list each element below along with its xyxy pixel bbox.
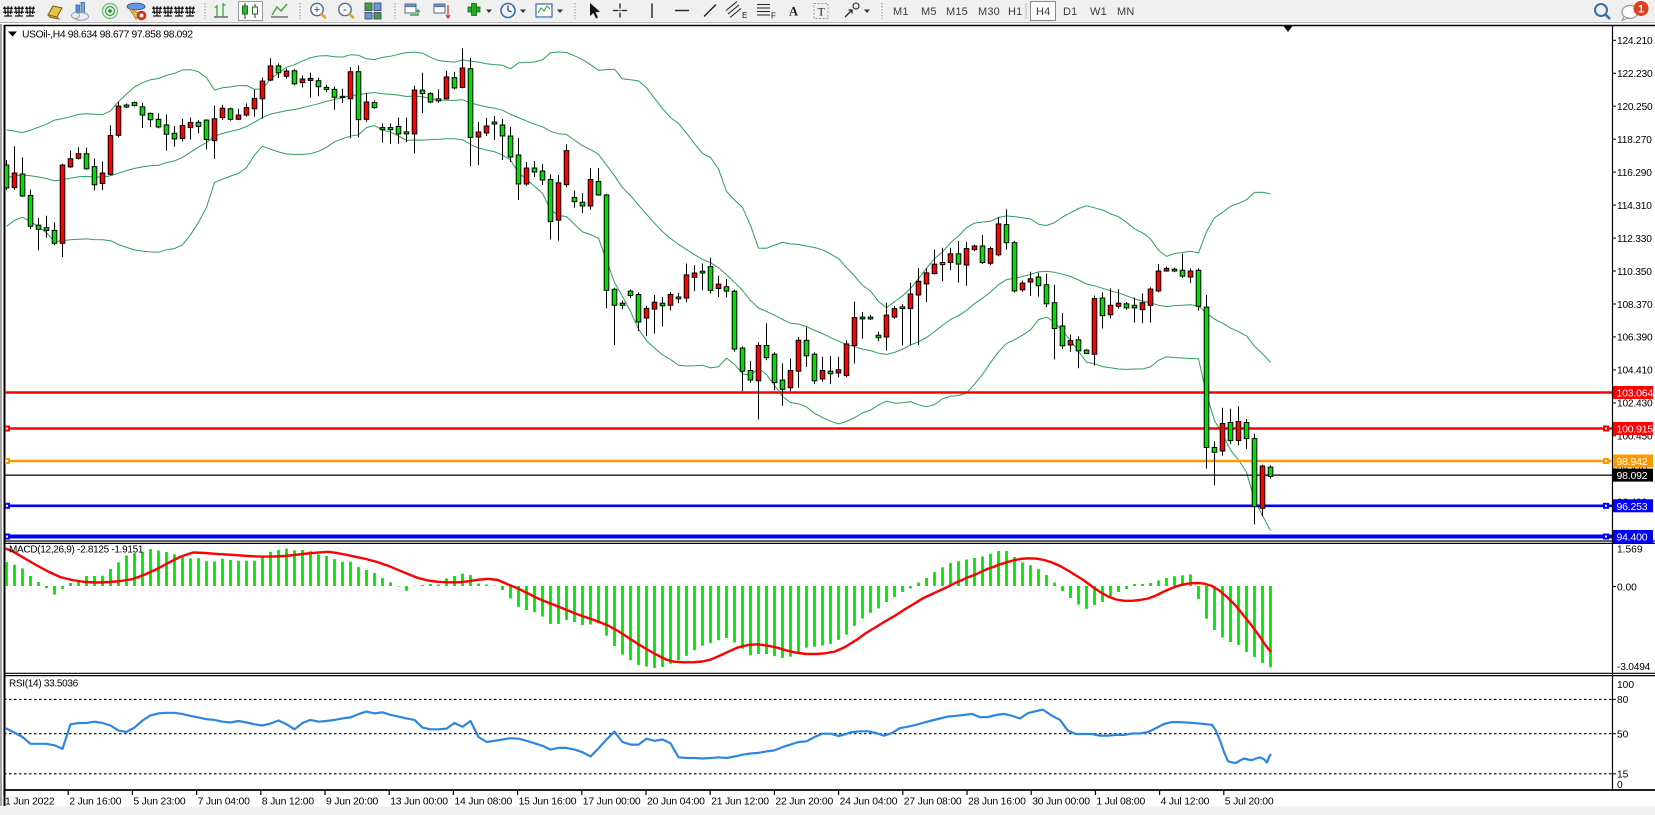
svg-text:-3.0494: -3.0494: [1617, 662, 1651, 673]
svg-text:118.270: 118.270: [1617, 135, 1652, 146]
svg-text:100.450: 100.450: [1617, 432, 1653, 443]
svg-text:M5: M5: [921, 6, 937, 18]
svg-text:17 Jun 00:00: 17 Jun 00:00: [583, 796, 641, 807]
svg-text:E: E: [742, 11, 747, 20]
svg-text:22 Jun 20:00: 22 Jun 20:00: [775, 796, 833, 807]
svg-text:96.253: 96.253: [1617, 501, 1648, 513]
svg-text:F: F: [771, 12, 776, 21]
svg-text:RSI(14) 33.5036: RSI(14) 33.5036: [9, 679, 79, 690]
svg-text:114.310: 114.310: [1617, 201, 1652, 212]
svg-text:94.400: 94.400: [1617, 532, 1648, 544]
svg-text:2 Jun 16:00: 2 Jun 16:00: [69, 796, 122, 807]
svg-text:M1: M1: [893, 6, 909, 18]
svg-text:USOil-,H4 98.634 98.677 97.85: USOil-,H4 98.634 98.677 97.858 98.092: [22, 30, 193, 41]
svg-text:15: 15: [1617, 770, 1629, 781]
svg-text:124.210: 124.210: [1617, 36, 1653, 47]
svg-text:+: +: [314, 4, 320, 16]
svg-text:MACD(12,26,9) -2.8125 -1.9151: MACD(12,26,9) -2.8125 -1.9151: [9, 545, 144, 556]
svg-text:M15: M15: [946, 6, 968, 18]
svg-text:108.370: 108.370: [1617, 300, 1653, 311]
svg-text:0: 0: [1617, 780, 1623, 791]
svg-text:D1: D1: [1063, 6, 1077, 18]
svg-text:-: -: [343, 4, 347, 16]
svg-text:H4: H4: [1036, 6, 1050, 18]
svg-text:13 Jun 00:00: 13 Jun 00:00: [390, 796, 448, 807]
svg-text:4 Jul 12:00: 4 Jul 12:00: [1161, 796, 1210, 807]
svg-text:7 Jun 04:00: 7 Jun 04:00: [198, 796, 251, 807]
svg-text:110.350: 110.350: [1617, 267, 1652, 278]
svg-text:27 Jun 08:00: 27 Jun 08:00: [904, 796, 962, 807]
svg-text:W1: W1: [1090, 6, 1107, 18]
svg-text:1: 1: [1638, 4, 1644, 16]
svg-text:98.092: 98.092: [1617, 470, 1648, 482]
svg-text:0.00: 0.00: [1617, 582, 1637, 593]
svg-text:104.410: 104.410: [1617, 366, 1653, 377]
svg-text:30 Jun 00:00: 30 Jun 00:00: [1032, 796, 1090, 807]
svg-text:8 Jun 12:00: 8 Jun 12:00: [262, 796, 315, 807]
svg-text:100.915: 100.915: [1617, 424, 1654, 436]
svg-text:T: T: [818, 5, 826, 19]
svg-text:M30: M30: [978, 6, 1000, 18]
svg-text:122.230: 122.230: [1617, 69, 1653, 80]
svg-text:21 Jun 12:00: 21 Jun 12:00: [711, 796, 769, 807]
svg-text:1 Jun 2022: 1 Jun 2022: [5, 796, 55, 807]
svg-text:120.250: 120.250: [1617, 102, 1653, 113]
svg-text:MN: MN: [1117, 6, 1135, 18]
svg-text:50: 50: [1617, 730, 1629, 741]
svg-text:100: 100: [1617, 680, 1634, 691]
svg-text:103.064: 103.064: [1617, 388, 1654, 400]
svg-text:24 Jun 04:00: 24 Jun 04:00: [840, 796, 898, 807]
svg-text:A: A: [789, 5, 798, 19]
svg-text:5 Jul 20:00: 5 Jul 20:00: [1225, 796, 1274, 807]
svg-text:20 Jun 04:00: 20 Jun 04:00: [647, 796, 705, 807]
svg-text:116.290: 116.290: [1617, 168, 1652, 179]
svg-text:H1: H1: [1008, 6, 1022, 18]
svg-text:28 Jun 16:00: 28 Jun 16:00: [968, 796, 1026, 807]
svg-text:80: 80: [1617, 695, 1629, 706]
svg-text:1.569: 1.569: [1617, 545, 1643, 556]
svg-text:102.430: 102.430: [1617, 399, 1653, 410]
svg-text:1 Jul 08:00: 1 Jul 08:00: [1096, 796, 1145, 807]
svg-text:106.390: 106.390: [1617, 333, 1653, 344]
svg-text:5 Jun 23:00: 5 Jun 23:00: [133, 796, 186, 807]
svg-text:15 Jun 16:00: 15 Jun 16:00: [519, 796, 577, 807]
svg-text:9 Jun 20:00: 9 Jun 20:00: [326, 796, 379, 807]
svg-text:98.942: 98.942: [1617, 456, 1648, 468]
svg-text:112.330: 112.330: [1617, 234, 1652, 245]
svg-text:14 Jun 08:00: 14 Jun 08:00: [454, 796, 512, 807]
